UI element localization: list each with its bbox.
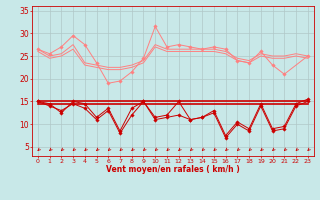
X-axis label: Vent moyen/en rafales ( km/h ): Vent moyen/en rafales ( km/h ) — [106, 165, 240, 174]
